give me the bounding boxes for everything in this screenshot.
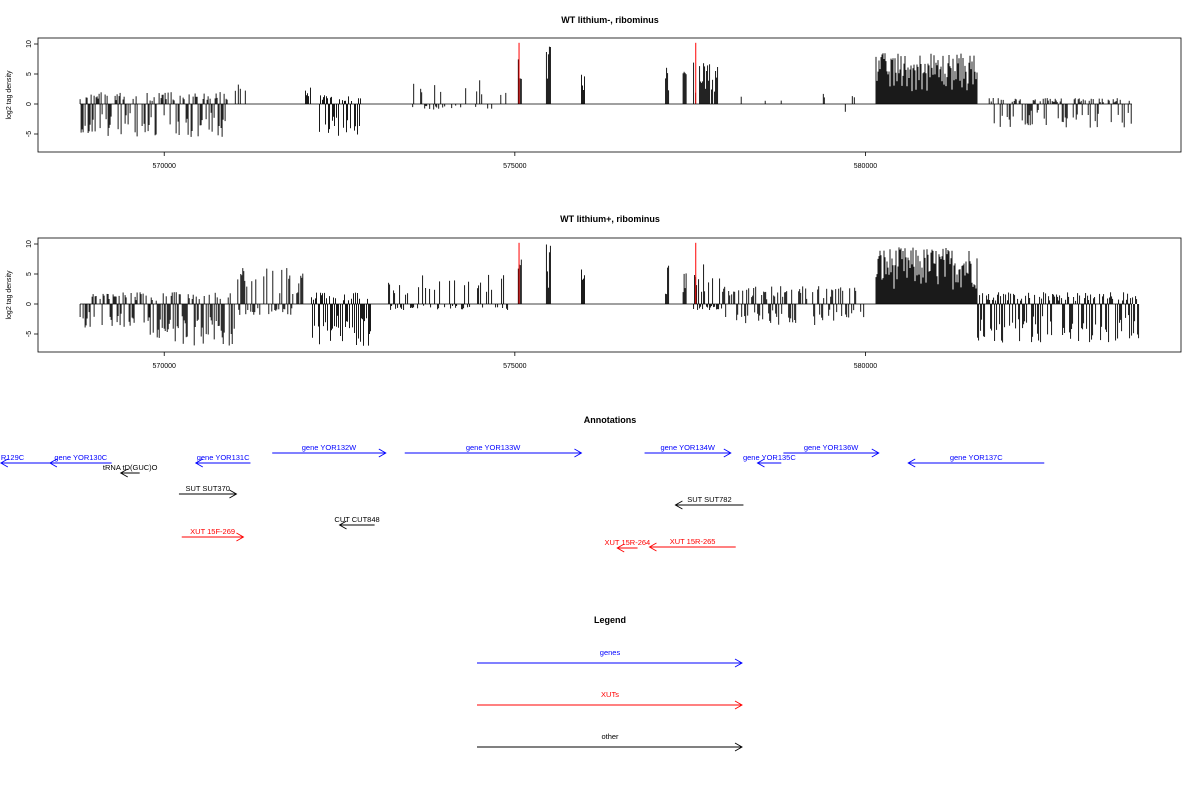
x-tick-label: 580000 xyxy=(854,163,877,170)
annotation-feature: gene YOR133W xyxy=(404,443,583,458)
feature-label: gene YOR132W xyxy=(302,443,357,452)
legend: Legend genes XUTs other xyxy=(477,615,743,752)
legend-title: Legend xyxy=(594,615,626,625)
feature-label: gene YOR137C xyxy=(950,453,1003,462)
feature-arrowhead xyxy=(756,458,765,468)
legend-item: other xyxy=(477,732,743,752)
feature-arrowhead xyxy=(194,458,203,468)
legend-item: XUTs xyxy=(477,690,743,710)
feature-arrowhead xyxy=(119,468,128,478)
feature-arrowhead xyxy=(648,542,657,552)
annotation-feature: gene YOR130C xyxy=(49,453,112,468)
panel-title: WT lithium+, ribominus xyxy=(560,214,660,224)
annotation-feature: gene YOR132W xyxy=(272,443,387,458)
feature-arrowhead xyxy=(0,458,9,468)
x-tick-label: 570000 xyxy=(153,163,176,170)
axes: -5 0 5 10 570000 575000 580000 xyxy=(26,37,1182,170)
annotation-feature: XUT 15R-264 xyxy=(605,538,651,553)
feature-label: R129C xyxy=(1,453,25,462)
plot-frame xyxy=(37,237,1182,353)
legend-items: genes XUTs other xyxy=(477,648,743,752)
feature-arrowhead xyxy=(236,532,245,542)
legend-label: XUTs xyxy=(601,690,619,699)
y-axis-label: log2 tag density xyxy=(6,70,13,120)
feature-label: XUT 15R-265 xyxy=(670,537,716,546)
feature-arrowhead xyxy=(338,520,347,530)
feature-label: gene YOR134W xyxy=(660,443,715,452)
feature-arrowhead xyxy=(616,543,625,553)
feature-arrowhead xyxy=(49,458,58,468)
feature-label: gene YOR133W xyxy=(466,443,521,452)
y-axis-label: log2 tag density xyxy=(6,270,13,320)
axes: -5 0 5 10 570000 575000 580000 xyxy=(26,237,1182,370)
y-tick-label: 5 xyxy=(26,272,33,276)
y-tick-label: 5 xyxy=(26,72,33,76)
feature-label: tRNA tD(GUC)O xyxy=(103,463,158,472)
annotation-feature: CUT CUT848 xyxy=(334,515,380,530)
feature-label: gene YOR135C xyxy=(743,453,796,462)
legend-arrowhead xyxy=(734,742,743,752)
legend-label: genes xyxy=(600,648,621,657)
annotation-feature: XUT 15F-269 xyxy=(181,527,245,542)
x-tick-label: 575000 xyxy=(503,163,526,170)
y-tick-label: 10 xyxy=(26,240,33,248)
feature-arrowhead xyxy=(871,448,880,458)
annotation-feature: gene YOR137C xyxy=(907,453,1045,468)
legend-item: genes xyxy=(477,648,743,668)
feature-arrowhead xyxy=(674,500,683,510)
feature-label: SUT SUT370 xyxy=(185,484,229,493)
feature-arrowhead xyxy=(229,489,238,499)
x-tick-label: 580000 xyxy=(854,363,877,370)
feature-label: gene YOR136W xyxy=(804,443,859,452)
track-panel-lithium-minus: WT lithium-, ribominus log2 tag density … xyxy=(6,15,1182,170)
legend-arrowhead xyxy=(734,700,743,710)
y-tick-label: 0 xyxy=(26,102,33,106)
annotation-feature: gene YOR134W xyxy=(644,443,732,458)
density-bars xyxy=(79,242,1140,346)
feature-label: CUT CUT848 xyxy=(334,515,379,524)
annotation-feature: gene YOR135C xyxy=(743,453,796,468)
annotation-feature: XUT 15R-265 xyxy=(648,537,736,552)
annotation-feature: SUT SUT782 xyxy=(674,495,744,510)
y-tick-label: 10 xyxy=(26,40,33,48)
plot-frame xyxy=(37,37,1182,153)
panel-title: WT lithium-, ribominus xyxy=(561,15,659,25)
annotation-feature: tRNA tD(GUC)O xyxy=(103,463,158,478)
feature-label: XUT 15R-264 xyxy=(605,538,651,547)
legend-arrowhead xyxy=(734,658,743,668)
y-tick-label: -5 xyxy=(26,131,33,137)
density-bars xyxy=(79,42,1132,137)
feature-label: gene YOR131C xyxy=(197,453,250,462)
legend-label: other xyxy=(601,732,619,741)
x-tick-label: 570000 xyxy=(153,363,176,370)
feature-label: SUT SUT782 xyxy=(687,495,731,504)
annotations-title: Annotations xyxy=(584,415,637,425)
track-panel-lithium-plus: WT lithium+, ribominus log2 tag density … xyxy=(6,214,1182,370)
x-tick-label: 575000 xyxy=(503,363,526,370)
annotation-feature: SUT SUT370 xyxy=(178,484,238,499)
feature-arrowhead xyxy=(378,448,387,458)
y-tick-label: -5 xyxy=(26,331,33,337)
annotation-feature: gene YOR136W xyxy=(783,443,880,458)
y-tick-label: 0 xyxy=(26,302,33,306)
annotation-feature: gene YOR131C xyxy=(194,453,251,468)
feature-arrowhead xyxy=(723,448,732,458)
feature-label: XUT 15F-269 xyxy=(190,527,235,536)
feature-label: gene YOR130C xyxy=(54,453,107,462)
feature-arrowhead xyxy=(574,448,583,458)
feature-arrowhead xyxy=(907,458,916,468)
